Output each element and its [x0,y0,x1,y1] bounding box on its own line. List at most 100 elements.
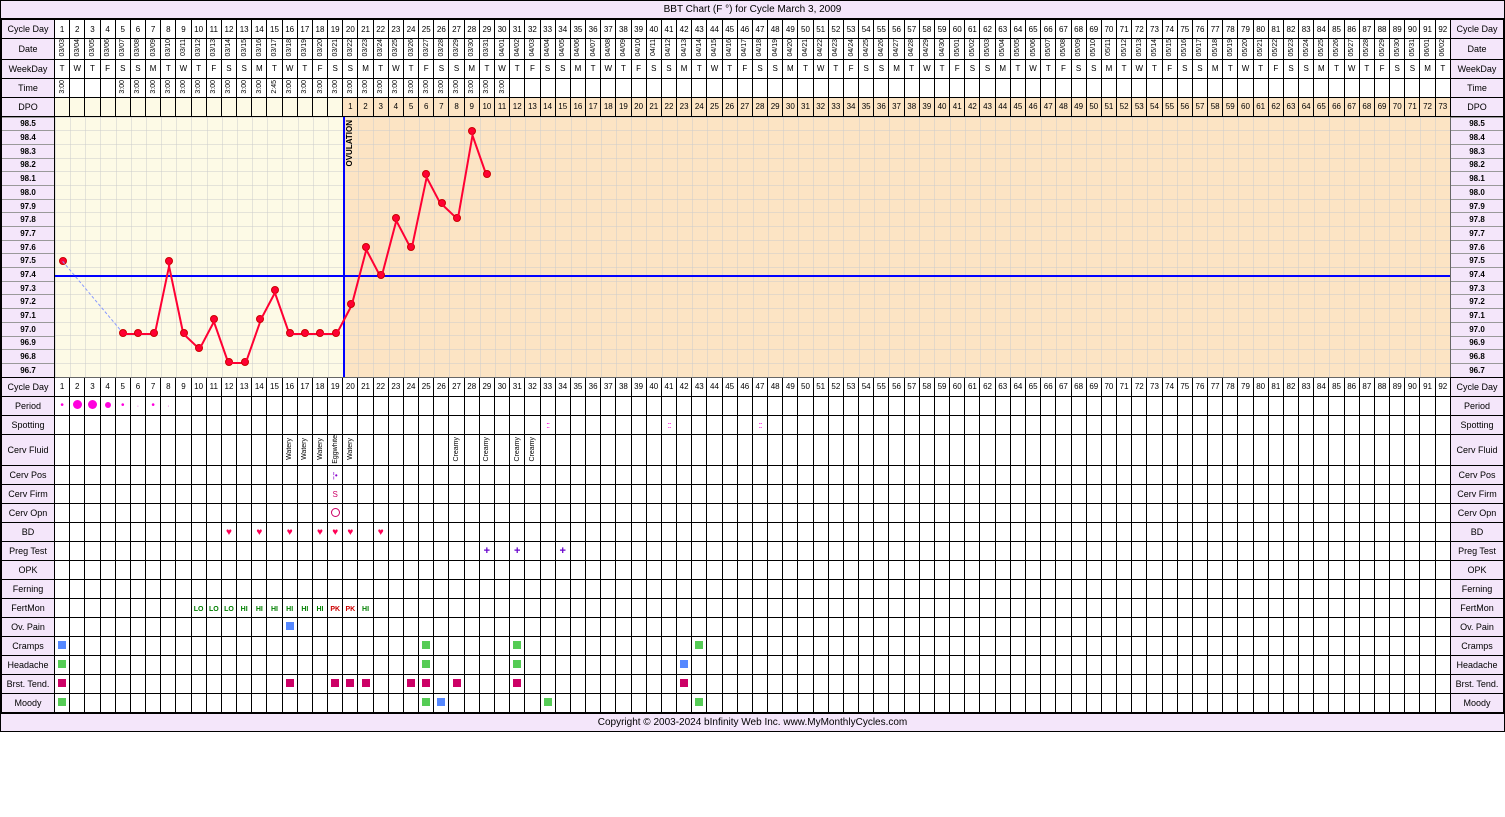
cell [1405,580,1420,599]
cell: 05/13 [1132,39,1147,60]
cell: 76 [1192,20,1207,39]
cell [737,485,752,504]
cell [843,504,858,523]
cell: 3:00 [312,78,327,97]
cell [388,542,403,561]
cell [555,485,570,504]
cell: 49 [783,377,798,396]
cell [525,78,540,97]
cell: 57 [904,377,919,396]
cell: 41 [950,97,965,116]
cell [206,675,221,694]
cell: 04/06 [570,39,585,60]
cell [707,561,722,580]
cell [1329,637,1344,656]
cell [1101,561,1116,580]
cell [1420,78,1435,97]
cell: W [176,59,191,78]
cell [176,618,191,637]
cell [1041,504,1056,523]
cell [403,675,418,694]
cell [586,561,601,580]
cell [100,599,115,618]
cell [237,561,252,580]
cell [115,599,130,618]
cell [282,415,297,434]
cell: 1 [343,97,358,116]
cell: T [1329,59,1344,78]
cell [646,675,661,694]
cell: 05/14 [1147,39,1162,60]
cell: 05/22 [1268,39,1283,60]
cell [828,396,843,415]
cell [995,504,1010,523]
cell [373,466,388,485]
cell [1071,434,1086,466]
cell: 18 [601,97,616,116]
cell: 24 [403,20,418,39]
cell [85,656,100,675]
cell [1147,542,1162,561]
cell [237,637,252,656]
cell [510,466,525,485]
cell [70,485,85,504]
cell [1314,78,1329,97]
cell [1359,415,1374,434]
cell [297,485,312,504]
cell [980,580,995,599]
cell [677,694,692,713]
cell [752,504,767,523]
cell [1359,599,1374,618]
cell [631,504,646,523]
cell [252,656,267,675]
cell: 3:00 [297,78,312,97]
cell [616,415,631,434]
cell [1162,656,1177,675]
cell [1010,675,1025,694]
cell: ♥ [343,523,358,542]
cell [1420,466,1435,485]
cell [100,694,115,713]
cell: 30 [494,20,509,39]
cell [1253,466,1268,485]
cell [1101,637,1116,656]
cell: 04/18 [752,39,767,60]
cell [1041,542,1056,561]
cell [1299,656,1314,675]
cell [950,396,965,415]
cell [1283,466,1298,485]
cell: F [950,59,965,78]
row-label: Cerv Pos [2,466,55,485]
cell [934,466,949,485]
cell [1299,675,1314,694]
cell [1283,675,1298,694]
cell: 03/21 [328,39,343,60]
cell: 03/19 [297,39,312,60]
cell [874,694,889,713]
cell [449,656,464,675]
cell [934,618,949,637]
cell [859,561,874,580]
cell [221,97,236,116]
cell [1238,434,1253,466]
cell: 04/21 [798,39,813,60]
cell [616,485,631,504]
cell [1420,561,1435,580]
cell [85,415,100,434]
cell [586,675,601,694]
cell [1374,434,1389,466]
cell [161,466,176,485]
cell [252,694,267,713]
cell [980,78,995,97]
cell [85,466,100,485]
cell [282,580,297,599]
cell [783,466,798,485]
cell [1299,485,1314,504]
cell [1086,637,1101,656]
cell [1390,415,1405,434]
cell: 05/25 [1314,39,1329,60]
cell: 37 [601,20,616,39]
cell [768,415,783,434]
cell: 54 [859,377,874,396]
cell: 11 [206,377,221,396]
